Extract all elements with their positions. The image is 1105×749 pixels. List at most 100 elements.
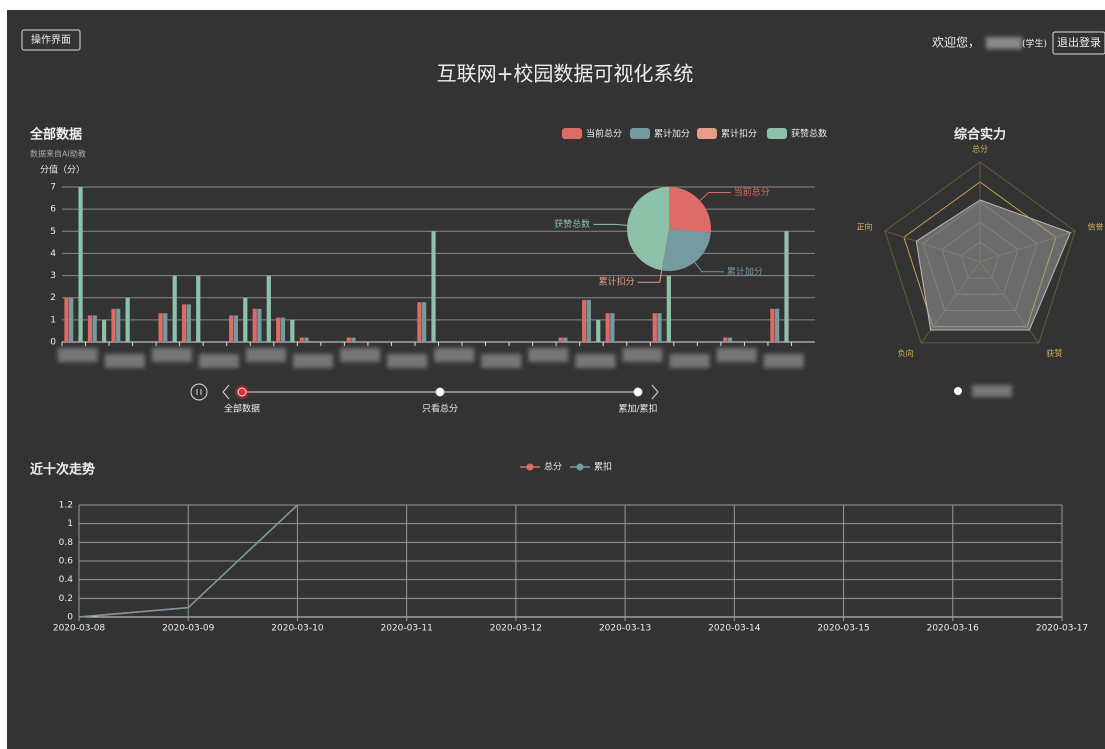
bar (163, 313, 168, 342)
pie-leader (637, 270, 663, 283)
bar (652, 313, 657, 342)
bar (229, 315, 234, 342)
legend-label[interactable]: 总分 (544, 461, 562, 473)
bar (610, 313, 615, 342)
series-line (78, 504, 298, 618)
bar (596, 319, 601, 342)
bar (252, 308, 257, 342)
pie-leader (699, 192, 731, 201)
legend-label[interactable]: 累扣 (594, 461, 612, 473)
legend-dot[interactable] (526, 463, 534, 471)
radar-indicator: 信誉 (1087, 222, 1103, 232)
bar (280, 317, 286, 342)
x-tick-label: 2020-03-16 (927, 624, 980, 634)
y-tick-label: 0.8 (59, 538, 74, 548)
bar (257, 308, 262, 342)
bar (723, 337, 728, 342)
bar (233, 315, 238, 342)
radar-indicator: 总分 (972, 144, 988, 154)
legend-swatch[interactable] (630, 128, 650, 139)
bar-title: 全部数据 (29, 127, 82, 143)
blurred-x-label (669, 354, 710, 368)
legend-label[interactable]: 累计加分 (654, 128, 690, 140)
bar (586, 299, 591, 342)
blurred-x-label (293, 354, 334, 368)
blurred-x-label (434, 348, 475, 362)
bar (417, 302, 422, 342)
legend-dot[interactable] (576, 463, 584, 471)
blurred-x-label (481, 354, 522, 368)
bar (666, 275, 671, 342)
menu-button[interactable] (21, 29, 81, 51)
x-tick-label: 2020-03-09 (162, 624, 215, 634)
pie-label: 累计加分 (727, 265, 763, 277)
x-tick-label: 2020-03-10 (271, 624, 324, 634)
pause-icon[interactable] (196, 389, 202, 395)
blurred-x-label (151, 348, 192, 362)
background (7, 10, 1105, 749)
legend-swatch[interactable] (562, 128, 582, 139)
bar (299, 337, 304, 342)
bar (775, 308, 780, 342)
bar (172, 275, 177, 342)
pie-slice (669, 187, 711, 233)
welcome: 欢迎您， (932, 35, 980, 50)
timeline-point[interactable] (237, 387, 247, 397)
blurred-x-label (104, 354, 145, 368)
bar (87, 315, 93, 342)
bar (78, 187, 83, 342)
legend-label[interactable]: 累计扣分 (721, 128, 757, 140)
blurred-legend-name (972, 385, 1012, 397)
pause-button[interactable] (190, 383, 208, 401)
blurred-x-label (57, 348, 98, 362)
timeline-label[interactable]: 只看总分 (422, 403, 458, 415)
bar (92, 315, 97, 342)
bar (727, 337, 733, 342)
bar (276, 317, 281, 342)
y-tick-label: 0.2 (59, 594, 73, 604)
pie-slice (661, 229, 711, 272)
x-tick-label: 2020-03-08 (53, 624, 106, 634)
x-tick-label: 2020-03-17 (1036, 624, 1088, 634)
blurred-x-label (387, 354, 428, 368)
legend-label[interactable]: 获赞总数 (791, 128, 827, 140)
role: (学生) (1022, 38, 1047, 50)
blurred-x-label (763, 354, 804, 368)
timeline-label[interactable]: 累加/累扣 (618, 403, 657, 415)
menu-button-label[interactable]: 操作界面 (31, 33, 71, 46)
legend-swatch[interactable] (767, 128, 787, 139)
radar-indicator: 正向 (857, 222, 873, 232)
y-tick-label: 6 (50, 205, 56, 215)
radar-indicator: 负向 (898, 348, 914, 358)
bar (346, 337, 351, 342)
blurred-x-label (716, 348, 757, 362)
y-tick-label: 3 (50, 271, 56, 281)
y-tick-label: 5 (50, 227, 56, 237)
x-tick-label: 2020-03-11 (381, 624, 433, 634)
pie-label: 获赞总数 (554, 218, 590, 230)
bar (196, 275, 201, 342)
timeline-label[interactable]: 全部数据 (224, 403, 260, 415)
y-tick-label: 0.4 (59, 575, 74, 585)
radar-legend-dot[interactable] (954, 387, 962, 395)
logout-label[interactable]: 退出登录 (1057, 35, 1101, 49)
logout-button[interactable] (1052, 31, 1105, 55)
bar (186, 304, 191, 342)
prev-button[interactable] (222, 384, 230, 400)
bar (290, 319, 295, 342)
blurred-x-label (246, 348, 287, 362)
next-button[interactable] (651, 384, 659, 400)
pie-leader (694, 261, 724, 273)
bar (784, 231, 789, 342)
blurred-username (986, 37, 1022, 49)
legend-swatch[interactable] (697, 128, 717, 139)
bar (266, 275, 271, 342)
timeline-point[interactable] (435, 387, 445, 397)
timeline-point[interactable] (633, 387, 643, 397)
bar (116, 308, 121, 342)
bar (111, 308, 116, 342)
bar (243, 297, 248, 342)
legend-label[interactable]: 当前总分 (586, 128, 622, 140)
